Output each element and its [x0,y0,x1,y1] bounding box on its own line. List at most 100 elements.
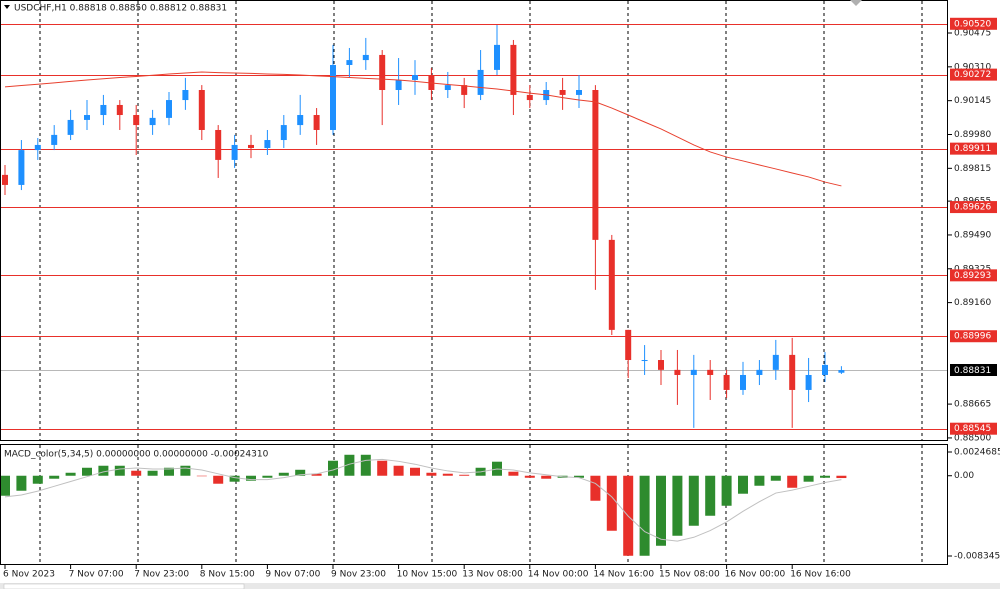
candle-body [231,144,238,160]
y-tick-label: 0.89980 [954,130,991,140]
macd-bar [229,475,240,482]
macd-bar [278,472,289,476]
current-price-label: 0.88831 [954,366,991,376]
candle-body [772,354,779,370]
candle-body [18,150,25,185]
macd-bar [98,465,109,476]
candle-body [641,360,648,362]
macd-bar [393,465,404,476]
indicator-title: MACD_color(5,34,5) 0.00000000 0.00000000… [4,450,269,460]
level-label-box [950,269,997,282]
tab[interactable] [3,583,245,589]
macd-bar [574,475,584,478]
candle-body [510,44,517,95]
macd-bar [164,467,174,476]
signal-line [4,458,842,542]
candle-body [526,94,533,101]
macd-bar [459,474,470,476]
macd-bar [705,475,716,516]
macd-bar [426,472,437,476]
candle-body [313,115,320,130]
candle-body [34,144,41,151]
macd-bar [131,470,142,476]
level-label-box [950,201,997,214]
macd-bar [311,473,322,476]
candle-body [477,69,484,95]
tab-bar [0,583,1000,589]
candle-body [297,115,304,126]
x-tick-label: 9 Nov 23:00 [331,570,386,580]
x-tick-label: 6 Nov 2023 [3,570,55,580]
candle-body [149,117,156,126]
x-tick-label: 7 Nov 07:00 [69,570,124,580]
candle-body [658,360,664,370]
x-tick-label: 10 Nov 15:00 [397,570,458,580]
level-label-box [950,422,997,435]
macd-bar [65,472,76,476]
marks-layer: 0.90475 0.90310 0.90145 0.89980 0.89815 0.896… [0,17,1000,580]
level-label-box [950,17,997,30]
x-tick-label: 13 Nov 08:00 [462,570,523,580]
main-panel-frame [0,0,948,441]
macd-bar [377,460,388,476]
symbol-menu-icon[interactable] [4,5,10,9]
y-tick-label: 0.88500 [954,433,991,443]
level-label-box [950,68,997,81]
macd-bar [738,475,748,494]
candle-body [116,104,123,116]
candle-body [84,115,90,120]
x-tick-label: 7 Nov 23:00 [134,570,189,580]
candle-body [412,75,418,80]
level-label: 0.90520 [954,19,991,29]
candle-body [182,90,189,101]
macd-bar [0,475,10,496]
macd-bar [787,475,798,488]
shift-marker[interactable] [850,0,862,6]
candle-body [215,129,222,160]
candle-body [395,79,402,91]
y-tick-label: 0.90310 [954,62,991,72]
macd-bar [410,467,420,476]
macd-bar [49,475,60,479]
candle-body [690,369,697,375]
macd-bar [246,475,256,481]
level-label: 0.90272 [954,70,991,80]
candle-body [608,239,615,330]
candle-body [740,374,746,390]
level-label: 0.89293 [954,271,991,281]
candle-body [133,115,140,126]
x-tick-label: 15 Nov 08:00 [659,570,720,580]
candle-body [674,369,681,375]
candle-body [461,85,468,95]
macd-bar [541,475,552,479]
macd-bar [770,475,781,481]
y-tick-label: 0.89325 [954,264,991,274]
x-tick-label: 9 Nov 07:00 [265,570,320,580]
macd-bar [213,475,224,484]
candle-body [198,90,205,130]
macd-bar [639,475,650,556]
macd-bar [754,475,765,486]
macd-bar [590,475,601,501]
candle-body [248,144,254,149]
y-tick-label: 0.90145 [954,96,991,106]
chart-title: USDCHF,H1 0.88818 0.88850 0.88812 0.8883… [14,4,227,14]
candle-body [444,85,451,91]
macd-bar [262,475,273,478]
candle-body [330,64,336,130]
candle-body [2,174,8,185]
current-price-box [950,364,997,376]
x-tick-label: 14 Nov 16:00 [593,570,654,580]
x-tick-label: 16 Nov 16:00 [790,570,851,580]
macd-bar [442,473,453,476]
level-label: 0.89626 [954,203,991,213]
y-tick-label: 0.89815 [954,164,991,174]
macd-bar [803,475,814,482]
macd-bar [508,471,519,476]
candle-body [100,104,107,116]
candle-body [166,100,172,118]
candle-body [625,329,632,361]
candle-body [494,44,500,70]
macd-bar [721,475,732,506]
candle-body [51,134,58,145]
